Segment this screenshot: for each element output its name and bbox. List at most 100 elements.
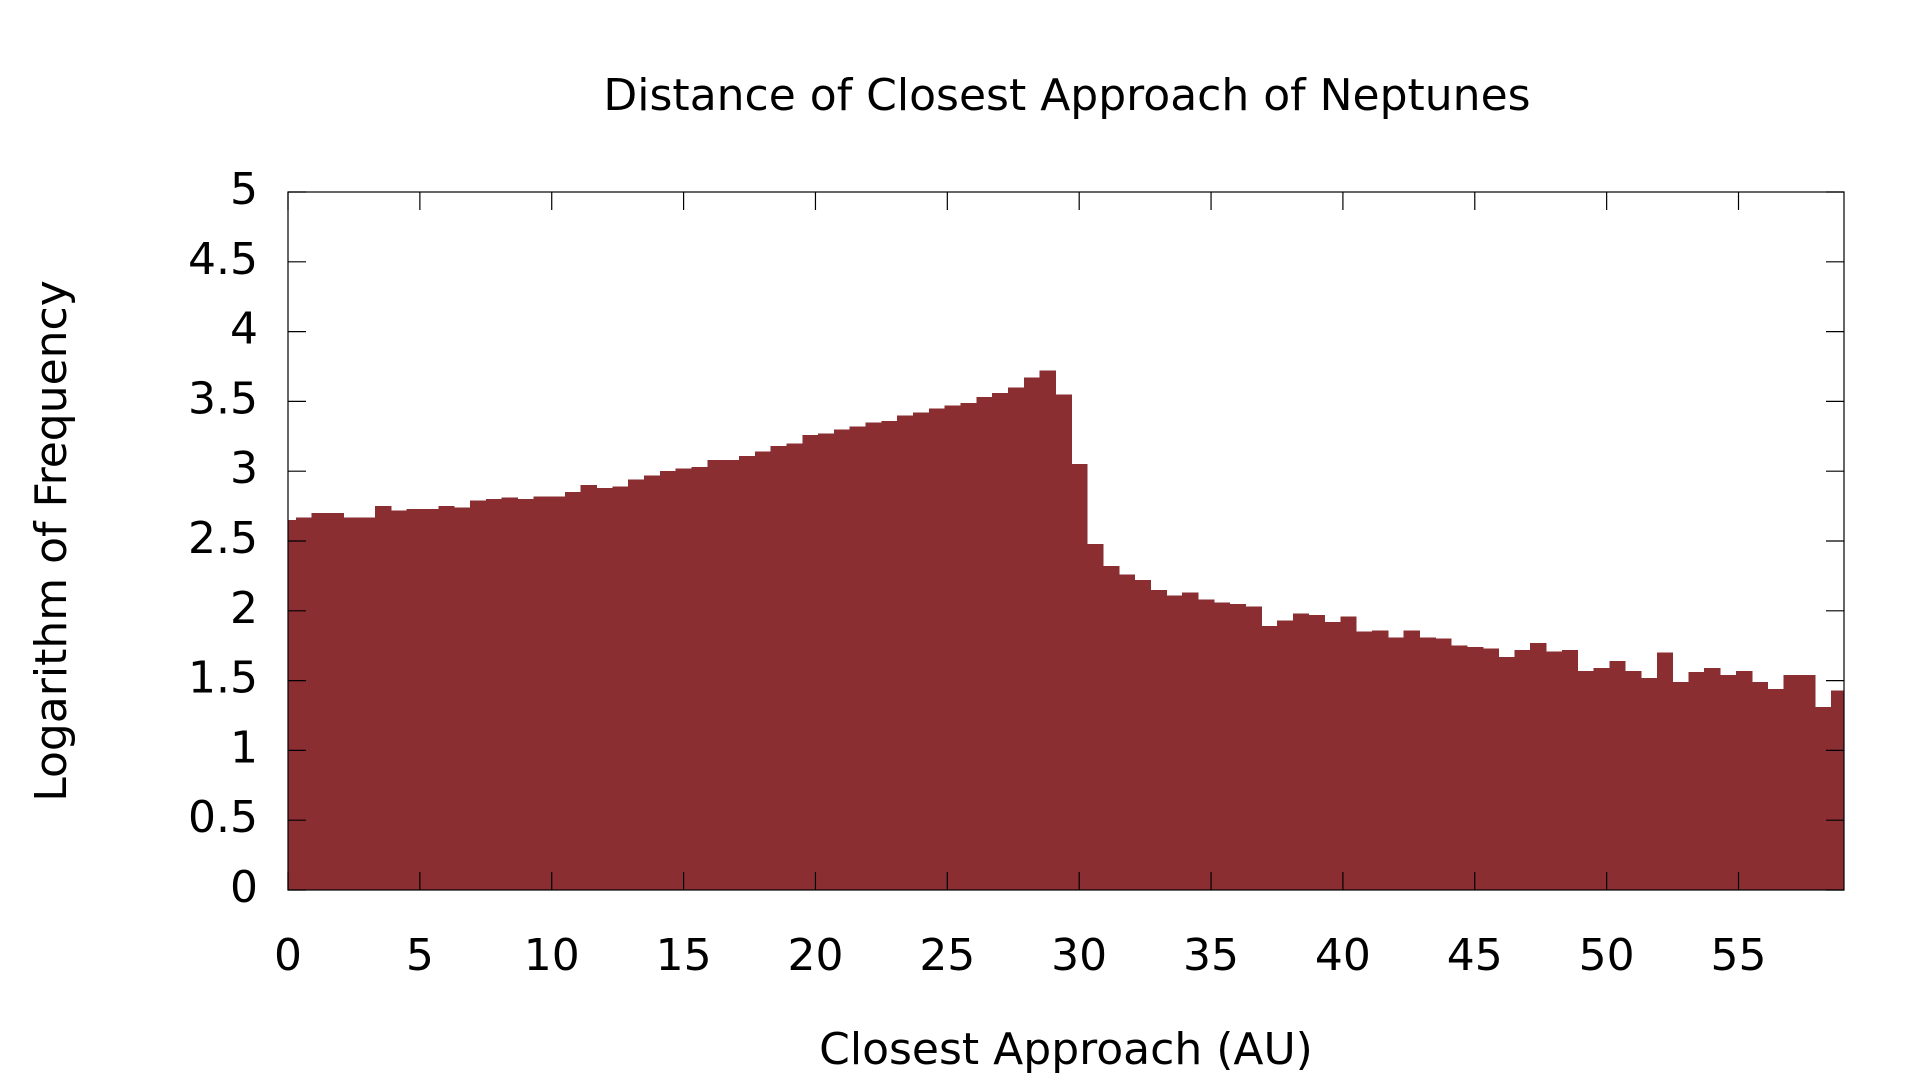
histogram-bar: [1308, 614, 1326, 890]
histogram-bar: [754, 451, 772, 890]
histogram-bar: [723, 460, 740, 890]
histogram-bar: [533, 496, 550, 890]
histogram-bar: [1545, 651, 1563, 890]
histogram-bar: [770, 446, 788, 890]
histogram-bar: [1609, 661, 1626, 890]
x-tick-label: 0: [274, 930, 302, 981]
x-tick-label: 50: [1579, 930, 1635, 981]
histogram-bar: [1783, 675, 1800, 890]
histogram-bar: [1039, 370, 1057, 890]
histogram-bar: [1704, 668, 1721, 890]
histogram-bar: [469, 500, 487, 890]
histogram-bar: [422, 508, 439, 890]
y-tick-label: 5: [230, 164, 258, 215]
y-tick-label: 1.5: [188, 653, 258, 704]
x-tick-label: 45: [1447, 930, 1503, 981]
histogram-bar: [992, 393, 1009, 890]
x-tick-label: 40: [1315, 930, 1371, 981]
histogram-bar: [343, 517, 360, 890]
histogram-bar: [1071, 464, 1088, 890]
histogram-bar: [1166, 595, 1183, 890]
histogram-bar: [1229, 603, 1246, 890]
x-tick-label: 5: [406, 930, 434, 981]
y-axis-label: Logarithm of Frequency: [26, 280, 77, 802]
chart-title: Distance of Closest Approach of Neptunes: [603, 70, 1530, 121]
histogram-bar: [1751, 681, 1769, 890]
histogram-bar: [359, 517, 376, 890]
histogram-bar: [818, 433, 835, 890]
histogram-bar: [1720, 675, 1737, 890]
histogram-bar: [1640, 677, 1658, 890]
histogram-bar: [849, 426, 867, 890]
histogram-bar: [1767, 688, 1784, 890]
histogram-bar: [580, 485, 598, 890]
histogram-bar: [1324, 621, 1341, 890]
histogram-bar: [288, 520, 297, 890]
histogram-bar: [865, 422, 882, 890]
histogram-bar: [1593, 668, 1610, 890]
histogram-bar: [1055, 394, 1072, 890]
histogram-bar: [1134, 580, 1151, 890]
histogram-bar: [454, 507, 471, 890]
x-tick-label: 15: [656, 930, 712, 981]
y-tick-label: 0: [230, 862, 258, 913]
histogram-bar: [1435, 638, 1452, 890]
histogram-bar: [1007, 387, 1025, 890]
histogram-bar: [485, 499, 503, 890]
histogram-bar: [1387, 637, 1405, 890]
histogram-bar: [1799, 675, 1816, 890]
y-tick-label: 3.5: [188, 373, 258, 424]
y-tick-label: 0.5: [188, 792, 258, 843]
histogram-bar: [833, 429, 851, 890]
x-tick-label: 20: [787, 930, 843, 981]
histogram-bar: [1197, 599, 1215, 890]
histogram-bar: [802, 434, 819, 890]
histogram-bar: [564, 492, 582, 890]
histogram-bar: [1292, 613, 1310, 890]
x-tick-label: 35: [1183, 930, 1239, 981]
histogram-bar: [501, 497, 519, 890]
y-tick-label: 4: [230, 304, 258, 355]
histogram-bar: [1466, 647, 1484, 890]
histogram-bar: [1451, 645, 1468, 890]
histogram-bar: [1403, 630, 1420, 890]
histogram-bar: [406, 508, 424, 890]
histogram-bar: [1245, 606, 1262, 890]
histogram-bar: [612, 486, 629, 890]
histogram-bar: [881, 420, 898, 890]
histogram-bar: [1498, 656, 1515, 890]
histogram-bar: [897, 415, 914, 890]
histogram-bar: [1735, 670, 1753, 890]
y-tick-label: 4.5: [188, 234, 258, 285]
histogram-bar: [1023, 377, 1041, 890]
histogram-bar: [1340, 616, 1357, 890]
histogram-bar: [960, 402, 977, 890]
histogram-bar: [913, 412, 930, 890]
histogram-bar: [311, 513, 329, 890]
histogram-bar: [786, 443, 803, 890]
histogram-bar: [1561, 649, 1579, 890]
histogram-bar: [438, 506, 455, 890]
histogram-bar: [1625, 670, 1642, 890]
histogram-bar: [1688, 672, 1705, 890]
histogram-bar: [1150, 589, 1167, 890]
histogram-bar: [1830, 690, 1844, 890]
histogram-bar: [1356, 631, 1373, 890]
histogram-bar: [1087, 543, 1104, 890]
histogram-bar: [1371, 630, 1389, 890]
histogram-bar: [1514, 649, 1531, 890]
histogram-bar: [1118, 574, 1136, 890]
histogram-bar: [327, 513, 344, 890]
histogram-bar: [517, 499, 534, 890]
x-tick-label: 25: [919, 930, 975, 981]
bars: [288, 370, 1844, 890]
x-axis-label: Closest Approach (AU): [819, 1024, 1313, 1075]
histogram-bar: [1577, 670, 1595, 890]
histogram-bar: [596, 487, 613, 890]
y-tick-label: 2.5: [188, 513, 258, 564]
histogram-bar: [1482, 648, 1500, 890]
histogram-bar: [1814, 707, 1832, 890]
histogram-bar: [738, 455, 756, 890]
histogram-bar: [928, 408, 946, 890]
